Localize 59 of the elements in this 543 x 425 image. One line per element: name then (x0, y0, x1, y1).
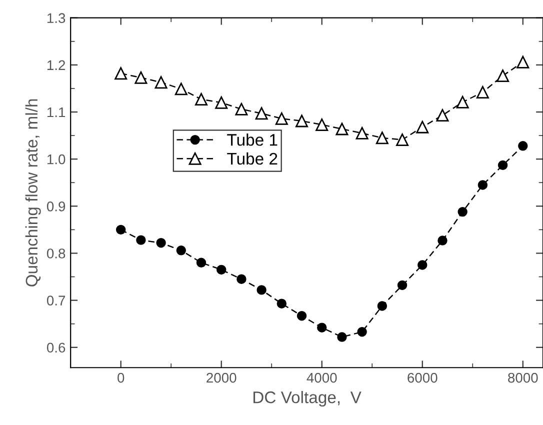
point (156, 238, 166, 248)
point (256, 285, 266, 295)
point (275, 112, 288, 125)
y-tick-label: 0.6 (46, 342, 66, 353)
point (317, 322, 327, 332)
point (376, 132, 388, 144)
point (397, 280, 408, 290)
point (215, 96, 228, 109)
point (134, 71, 148, 84)
point (216, 264, 226, 275)
point (476, 86, 489, 98)
point (154, 76, 168, 89)
point (416, 120, 429, 134)
point (296, 310, 307, 321)
legend-label: Tube 2 (227, 152, 278, 165)
x-tick-label: 0 (118, 372, 124, 383)
y-tick-label: 1.0 (47, 154, 66, 164)
point (357, 326, 367, 337)
point (116, 224, 126, 235)
point (255, 107, 268, 120)
y-tick-label: 0.7 (46, 296, 66, 306)
point (316, 118, 328, 131)
point (516, 56, 530, 68)
x-axis-title: DC Voltage, V (254, 390, 362, 407)
y-tick-label: 0.9 (46, 201, 66, 212)
x-tick-label: 8000 (508, 372, 538, 383)
point (456, 96, 469, 108)
point (136, 235, 146, 245)
point (296, 114, 308, 128)
y-tick-label: 0.8 (46, 248, 66, 258)
legend-label: Tube 1 (227, 134, 278, 146)
point (436, 109, 449, 122)
point (458, 206, 468, 217)
point (438, 236, 448, 246)
point (518, 141, 528, 151)
x-tick-label: 4000 (306, 372, 337, 383)
point (478, 180, 488, 190)
point (377, 301, 388, 311)
y-tick-label: 1.1 (47, 107, 66, 118)
x-tick-label: 2000 (206, 372, 236, 383)
y-axis-title: Quenching flow rate, ml/h (25, 99, 41, 286)
point (196, 258, 206, 268)
point (356, 126, 368, 140)
point (498, 160, 508, 170)
point (336, 122, 348, 136)
point (114, 67, 128, 80)
point (174, 82, 188, 96)
point (235, 102, 248, 116)
point (176, 246, 186, 256)
x-tick-label: 6000 (408, 372, 438, 383)
point (195, 93, 208, 106)
point (396, 134, 409, 146)
point (418, 260, 428, 270)
y-tick-label: 1.3 (47, 13, 66, 24)
y-tick-label: 1.2 (47, 60, 66, 70)
point (276, 298, 287, 308)
point (337, 332, 347, 342)
point (236, 274, 246, 284)
point (496, 70, 510, 82)
